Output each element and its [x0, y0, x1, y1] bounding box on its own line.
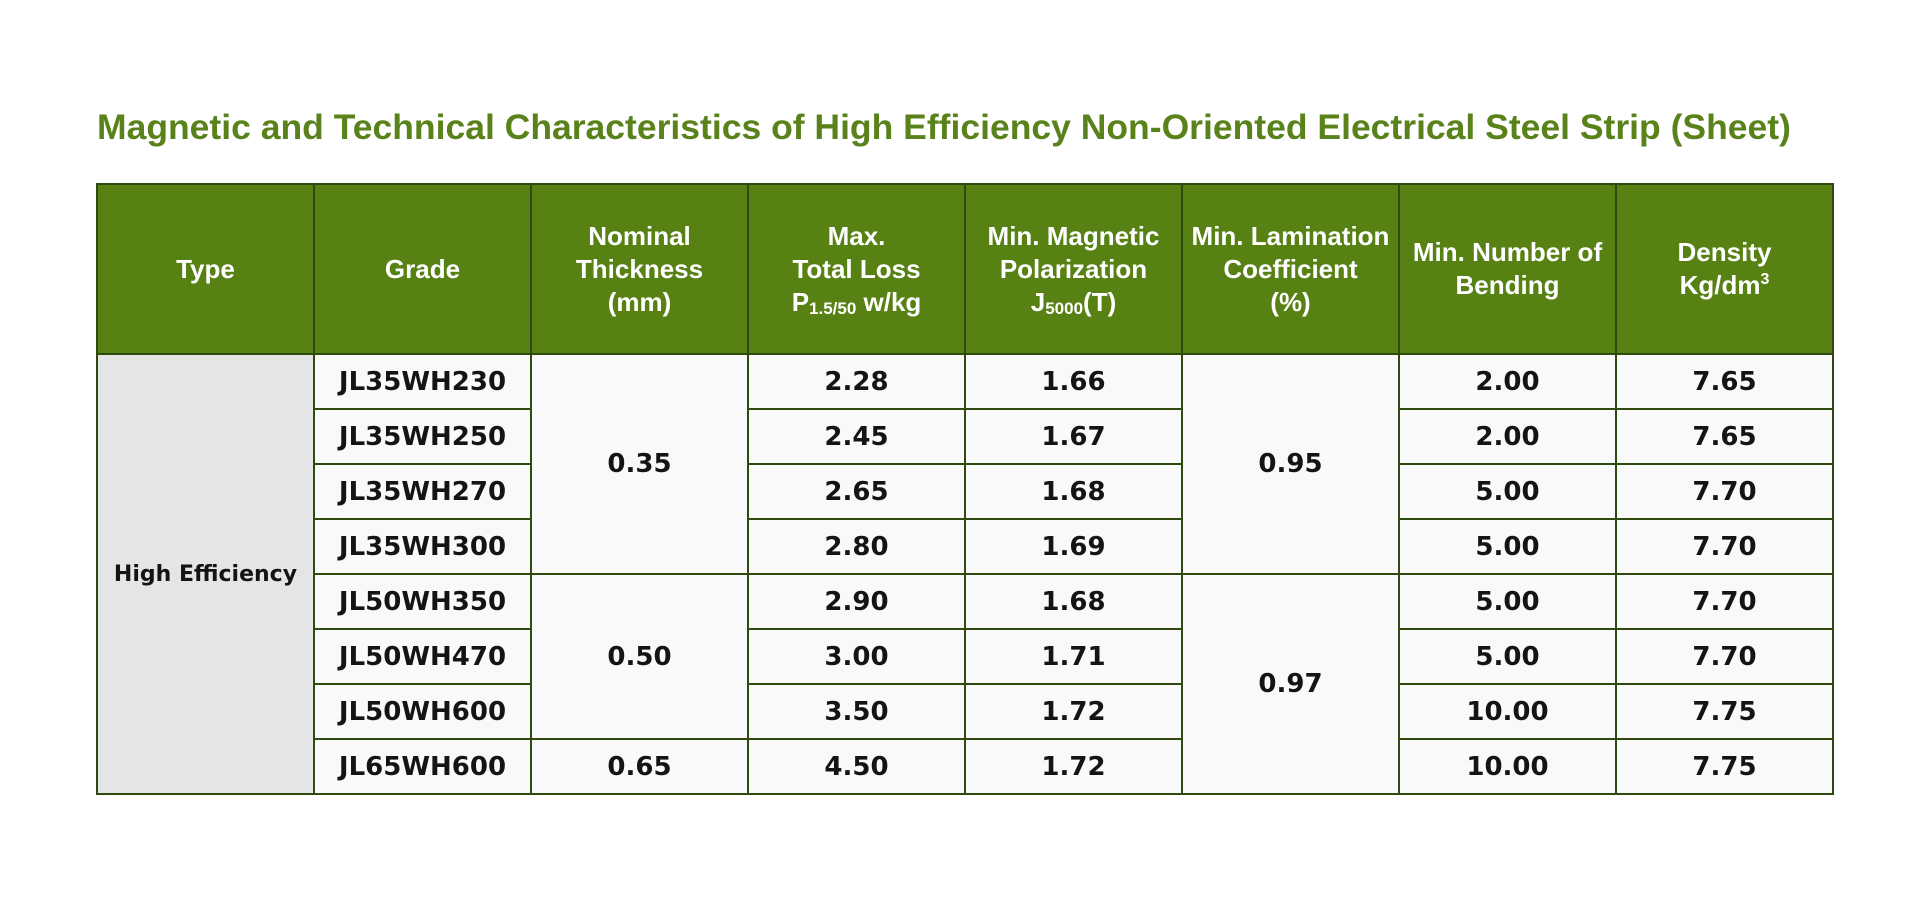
- table-row: JL50WH600 3.50 1.72 10.00 7.75: [97, 683, 1834, 740]
- header-type: Type: [96, 183, 315, 355]
- header-total-loss: Max. Total Loss P1.5/50 w/kg: [747, 183, 966, 355]
- header-thickness-line1: Nominal: [588, 220, 691, 251]
- grade-cell: JL35WH250: [313, 408, 532, 465]
- loss-cell: 2.28: [747, 353, 966, 410]
- header-loss-subscript: 1.5/50: [809, 298, 857, 318]
- header-lam-line3: (%): [1270, 286, 1311, 317]
- grade-cell: JL35WH270: [313, 463, 532, 520]
- thickness-cell: 0.65: [530, 738, 749, 795]
- density-cell: 7.75: [1615, 683, 1834, 740]
- grade-cell: JL35WH300: [313, 518, 532, 575]
- grade-cell: JL65WH600: [313, 738, 532, 795]
- loss-cell: 3.00: [747, 628, 966, 685]
- thickness-cell: 0.50: [530, 573, 749, 740]
- bending-cell: 5.00: [1398, 628, 1617, 685]
- polarization-cell: 1.67: [964, 408, 1183, 465]
- table-row: JL65WH600 0.65 4.50 1.72 10.00 7.75: [97, 738, 1834, 795]
- density-cell: 7.65: [1615, 353, 1834, 410]
- bending-cell: 10.00: [1398, 683, 1617, 740]
- header-loss-symbol: P: [791, 286, 810, 317]
- table-row: JL35WH300 2.80 1.69 5.00 7.70: [97, 518, 1834, 575]
- header-lamination: Min. Lamination Coefficient (%): [1181, 183, 1400, 355]
- loss-cell: 2.90: [747, 573, 966, 630]
- loss-cell: 2.80: [747, 518, 966, 575]
- lamination-cell: 0.97: [1181, 573, 1400, 795]
- density-cell: 7.75: [1615, 738, 1834, 795]
- header-loss-line1: Max.: [827, 220, 886, 251]
- polarization-cell: 1.68: [964, 573, 1183, 630]
- table-row: High Efficiency JL35WH230 0.35 2.28 1.66…: [96, 353, 1834, 795]
- header-polar-line2: Polarization: [999, 253, 1148, 284]
- loss-cell: 4.50: [747, 738, 966, 795]
- density-cell: 7.70: [1615, 628, 1834, 685]
- loss-cell: 3.50: [747, 683, 966, 740]
- page-title: Magnetic and Technical Characteristics o…: [97, 107, 1791, 147]
- thickness-cell: 0.35: [530, 353, 749, 575]
- density-cell: 7.65: [1615, 408, 1834, 465]
- bending-cell: 10.00: [1398, 738, 1617, 795]
- polarization-cell: 1.71: [964, 628, 1183, 685]
- loss-cell: 2.65: [747, 463, 966, 520]
- bending-cell: 5.00: [1398, 518, 1617, 575]
- header-grade-label: Grade: [384, 253, 461, 284]
- header-density: Density Kg/dm3: [1615, 183, 1834, 355]
- header-loss-line2: Total Loss: [792, 253, 921, 284]
- polarization-cell: 1.68: [964, 463, 1183, 520]
- type-cell: High Efficiency: [96, 353, 315, 795]
- header-bend-line2: Bending: [1455, 270, 1560, 300]
- density-cell: 7.70: [1615, 518, 1834, 575]
- lamination-cell: 0.95: [1181, 353, 1400, 575]
- header-polar-line3: J5000(T): [966, 286, 1181, 319]
- bending-cell: 2.00: [1398, 408, 1617, 465]
- header-loss-unit: w/kg: [856, 286, 922, 317]
- polarization-cell: 1.66: [964, 353, 1183, 410]
- header-bend-line1: Min. Number of: [1412, 237, 1603, 267]
- header-density-unit: Kg/dm: [1679, 270, 1761, 300]
- header-polar-unit: (T): [1083, 286, 1117, 317]
- table-row: JL50WH470 3.00 1.71 5.00 7.70: [97, 628, 1834, 685]
- polarization-cell: 1.69: [964, 518, 1183, 575]
- loss-cell: 2.45: [747, 408, 966, 465]
- header-polarization: Min. Magnetic Polarization J5000(T): [964, 183, 1183, 355]
- density-cell: 7.70: [1615, 463, 1834, 520]
- characteristics-table: Type Grade Nominal Thickness (mm) Max. T…: [96, 183, 1834, 795]
- header-row: Type Grade Nominal Thickness (mm) Max. T…: [96, 183, 1834, 355]
- bending-cell: 5.00: [1398, 573, 1617, 630]
- header-density-line1: Density: [1677, 237, 1772, 267]
- header-grade: Grade: [313, 183, 532, 355]
- header-bending: Min. Number of Bending: [1398, 183, 1617, 355]
- header-type-label: Type: [176, 253, 235, 284]
- header-polar-subscript: 5000: [1045, 298, 1084, 318]
- header-thickness-line2: Thickness: [575, 253, 704, 284]
- polarization-cell: 1.72: [964, 738, 1183, 795]
- table-row: JL35WH250 2.45 1.67 2.00 7.65: [97, 408, 1834, 465]
- polarization-cell: 1.72: [964, 683, 1183, 740]
- bending-cell: 2.00: [1398, 353, 1617, 410]
- header-polar-line1: Min. Magnetic: [987, 220, 1160, 251]
- grade-cell: JL50WH350: [313, 573, 532, 630]
- header-thickness: Nominal Thickness (mm): [530, 183, 749, 355]
- header-density-superscript: 3: [1760, 271, 1770, 288]
- header-density-line2: Kg/dm3: [1617, 269, 1832, 302]
- grade-cell: JL50WH600: [313, 683, 532, 740]
- header-loss-line3: P1.5/50 w/kg: [749, 286, 964, 319]
- header-lam-line2: Coefficient: [1223, 253, 1358, 284]
- header-thickness-line3: (mm): [607, 286, 672, 317]
- grade-cell: JL35WH230: [313, 353, 532, 410]
- header-lam-line1: Min. Lamination: [1191, 220, 1390, 251]
- table-row: JL35WH270 2.65 1.68 5.00 7.70: [97, 463, 1834, 520]
- table-row: JL50WH350 0.50 2.90 1.68 0.97 5.00 7.70: [97, 573, 1834, 795]
- density-cell: 7.70: [1615, 573, 1834, 630]
- header-polar-symbol: J: [1030, 286, 1046, 317]
- grade-cell: JL50WH470: [313, 628, 532, 685]
- bending-cell: 5.00: [1398, 463, 1617, 520]
